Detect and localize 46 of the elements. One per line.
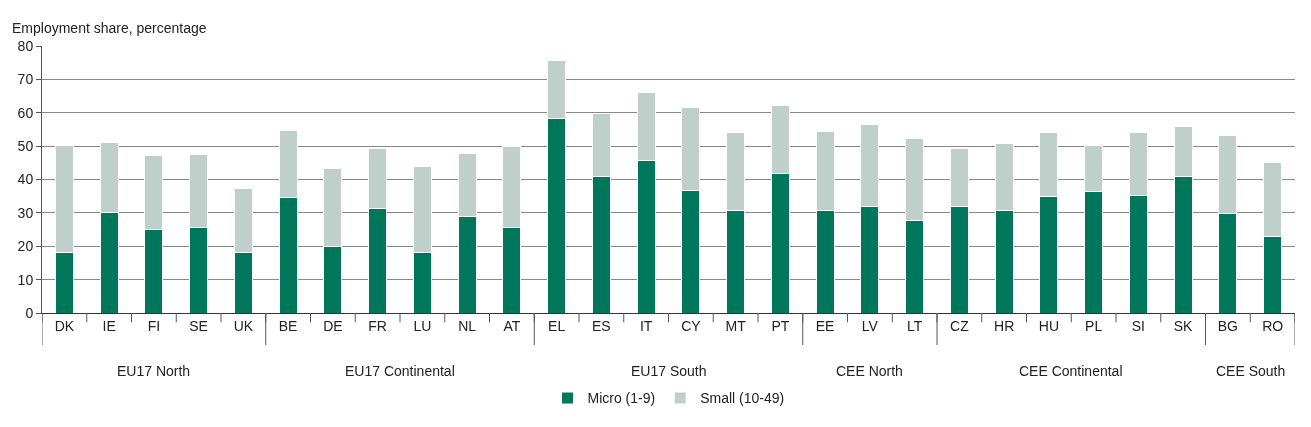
x-tick-label: LV — [861, 317, 879, 334]
legend-label: Micro (1-9) — [587, 390, 656, 407]
x-tick-label: PT — [771, 317, 790, 334]
x-tick-label: CZ — [950, 317, 970, 334]
y-tick-label: 60 — [17, 104, 34, 121]
y-tick-label: 40 — [17, 171, 34, 188]
x-tick-label: SI — [1131, 317, 1145, 334]
x-tick-label: LU — [413, 317, 432, 334]
y-tick-label: 80 — [17, 37, 34, 54]
x-tick-label: IE — [102, 317, 116, 334]
x-tick-label: BE — [278, 317, 298, 334]
text: EU17 Continental — [345, 363, 455, 379]
x-tick-label: EE — [815, 317, 835, 334]
x-tick-label: FR — [368, 317, 387, 334]
y-tick-label: 0 — [25, 304, 34, 321]
x-tick-label: SK — [1173, 317, 1194, 334]
x-tick-label: NL — [458, 317, 477, 334]
x-tick-label: EL — [548, 317, 566, 334]
y-tick-label: 20 — [17, 238, 34, 255]
x-tick-label: HR — [994, 317, 1015, 334]
x-tick-label: HU — [1038, 317, 1059, 334]
x-tick-label: AT — [503, 317, 521, 334]
x-tick-label: LT — [906, 317, 923, 334]
x-tick-label: PL — [1085, 317, 1103, 334]
x-tick-label: IT — [639, 317, 653, 334]
x-tick-label: BG — [1217, 317, 1238, 334]
legend-label: Small (10-49) — [700, 390, 785, 407]
x-tick-label: MT — [725, 317, 747, 334]
text: CEE Continental — [1019, 363, 1123, 379]
x-tick-label: ES — [592, 317, 611, 334]
y-tick-label: 10 — [17, 271, 34, 288]
x-tick-label: RO — [1262, 317, 1284, 334]
x-tick-label: FI — [147, 317, 161, 334]
y-tick-label: 50 — [17, 138, 34, 155]
y-tick-label: 70 — [17, 71, 34, 88]
x-tick-label: CY — [681, 317, 702, 334]
x-tick-label: DK — [54, 317, 75, 334]
x-tick-label: SE — [189, 317, 208, 334]
x-tick-label: DE — [323, 317, 343, 334]
y-axis-title: Employment share, percentage — [12, 20, 207, 36]
text: CEE North — [836, 363, 903, 379]
y-tick-label: 30 — [17, 204, 34, 221]
text: EU17 South — [631, 363, 707, 379]
text: EU17 North — [117, 363, 191, 379]
text: CEE South — [1216, 363, 1286, 379]
x-tick-label: UK — [233, 317, 254, 334]
